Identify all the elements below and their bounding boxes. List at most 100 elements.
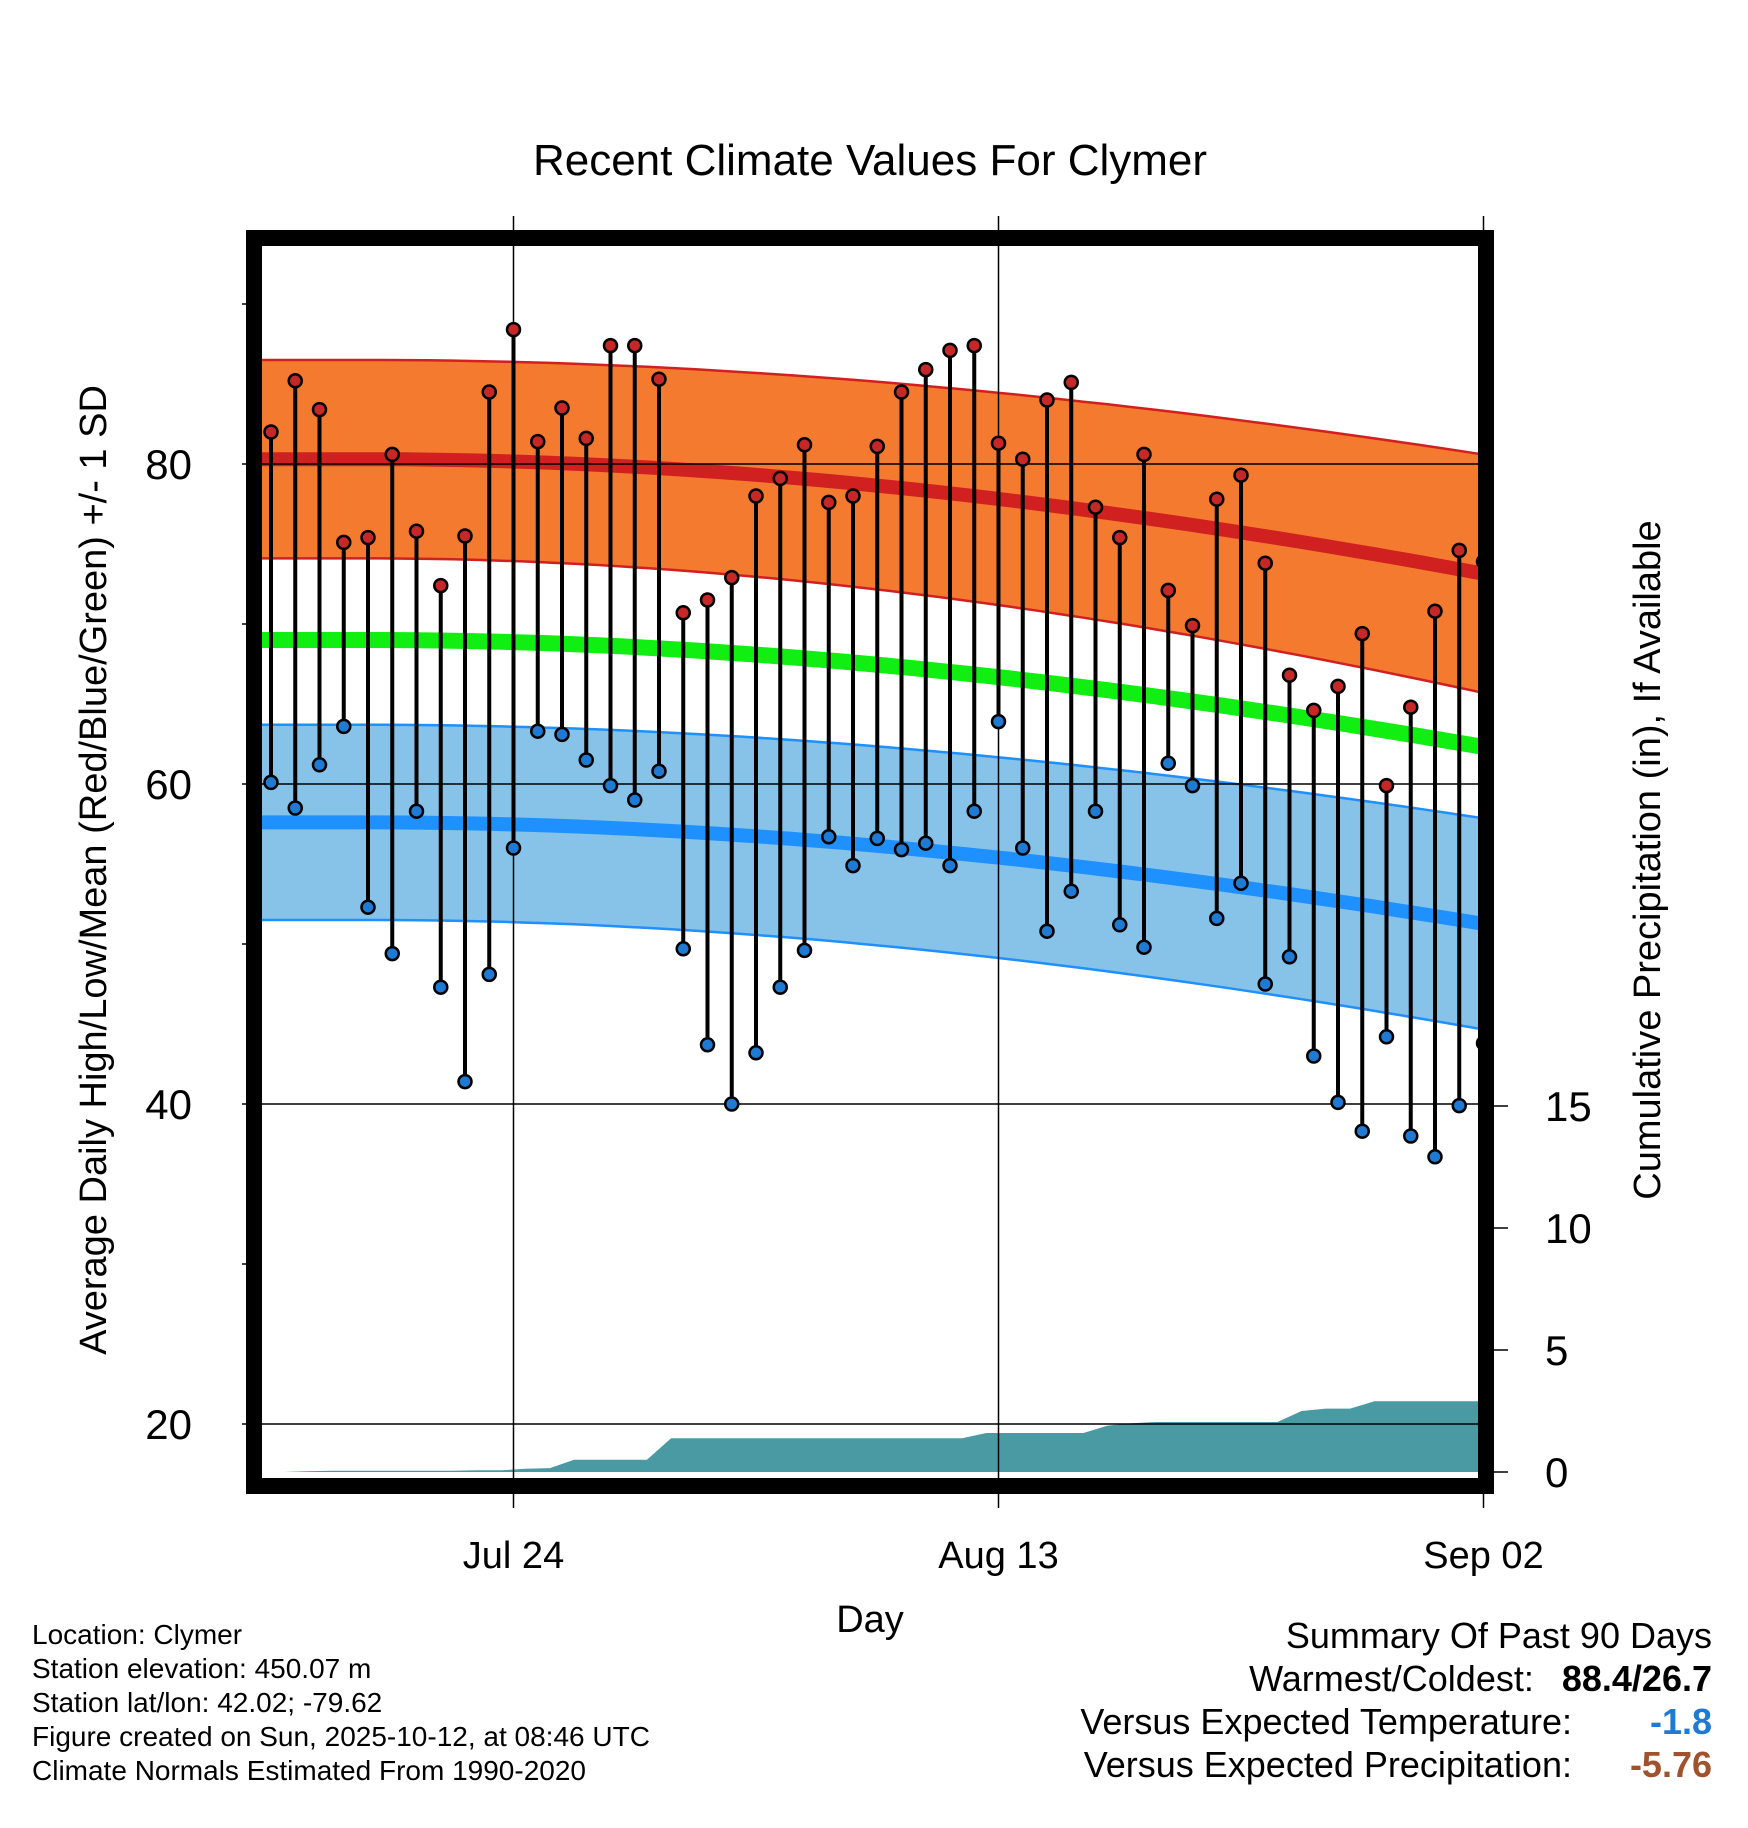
- daily-high-dot: [1281, 667, 1298, 683]
- daily-high-dot: [1574, 699, 1587, 712]
- daily-low-dot: [1136, 939, 1152, 955]
- daily-low-dot: [263, 774, 279, 791]
- daily-low-dot: [675, 941, 691, 957]
- daily-low-dot: [1526, 1022, 1539, 1035]
- elevation-text: Station elevation: 450.07 m: [32, 1653, 372, 1684]
- daily-high-dot: [845, 488, 861, 504]
- daily-low-dot: [1671, 1138, 1684, 1151]
- daily-high-dot: [1136, 446, 1152, 463]
- daily-high-dot: [457, 528, 473, 544]
- location-text: Location: Clymer: [32, 1619, 243, 1650]
- daily-high-dot: [1063, 374, 1079, 391]
- daily-high-dot: [893, 384, 910, 400]
- daily-high-dot: [1112, 529, 1128, 546]
- daily-low-dot: [845, 857, 861, 874]
- daily-high-dot: [505, 321, 522, 338]
- created-text: Figure created on Sun, 2025-10-12, at 08…: [32, 1721, 650, 1752]
- warmest-value: 88.4/26.7: [1561, 1658, 1712, 1699]
- daily-low-dot: [893, 841, 910, 858]
- daily-high-dot: [1087, 499, 1104, 515]
- daily-low-dot: [869, 830, 885, 847]
- daily-high-dot: [1720, 520, 1733, 533]
- daily-low-dot: [1598, 1136, 1611, 1149]
- daily-high-dot: [578, 430, 594, 447]
- daily-low-dot: [1039, 923, 1055, 939]
- daily-high-dot: [433, 577, 449, 594]
- x-tick-label: Sep 02: [1423, 1535, 1543, 1577]
- y-tick-label: 40: [145, 1081, 192, 1128]
- daily-high-dot: [1550, 563, 1563, 576]
- daily-high-dot: [699, 592, 716, 608]
- daily-low-dot: [287, 800, 303, 816]
- daily-low-dot: [942, 857, 958, 874]
- daily-low-dot: [1257, 976, 1273, 992]
- daily-high-dot: [942, 342, 958, 359]
- daily-high-dot: [336, 534, 352, 551]
- summary-panel: Summary Of Past 90 Days Warmest/Coldest:…: [1080, 1614, 1712, 1786]
- temp-label: Versus Expected Temperature:: [1080, 1701, 1572, 1742]
- daily-low-dot: [457, 1073, 473, 1090]
- daily-high-dot: [1695, 526, 1708, 539]
- daily-low-dot: [1160, 755, 1176, 771]
- latlon-text: Station lat/lon: 42.02; -79.62: [32, 1687, 383, 1718]
- daily-low-dot: [1233, 875, 1249, 891]
- daily-high-dot: [602, 337, 619, 354]
- daily-low-dot: [1574, 1051, 1587, 1064]
- daily-high-dot: [1233, 467, 1249, 483]
- daily-low-dot: [796, 942, 813, 959]
- x-tick-label: Jul 24: [463, 1535, 564, 1577]
- daily-high-dot: [1039, 392, 1055, 408]
- daily-high-dot: [530, 433, 546, 450]
- daily-high-dot: [1257, 555, 1273, 571]
- y-tick-label: 60: [145, 761, 192, 808]
- daily-high-dot: [1744, 574, 1748, 587]
- y-tick-label: 20: [145, 1401, 192, 1448]
- normal-high-band-upper-edge: [262, 358, 1478, 455]
- daily-high-dot: [724, 569, 740, 586]
- daily-low-dot: [360, 899, 376, 915]
- daily-high-dot: [1306, 702, 1322, 719]
- daily-high-dot: [1378, 777, 1395, 794]
- daily-low-dot: [554, 726, 570, 743]
- daily-low-dot: [1501, 1069, 1514, 1082]
- daily-low-dot: [651, 763, 667, 779]
- daily-high-dot: [627, 337, 643, 354]
- y2-tick-label: 0: [1545, 1449, 1568, 1496]
- daily-low-dot: [311, 757, 328, 773]
- daily-high-dot: [287, 373, 303, 389]
- daily-low-dot: [748, 1045, 764, 1061]
- daily-low-dot: [408, 803, 425, 819]
- daily-low-dot: [1744, 1054, 1748, 1067]
- y2-tick-label: 10: [1545, 1205, 1592, 1252]
- daily-low-dot: [1112, 917, 1128, 933]
- daily-low-dot: [1209, 910, 1225, 927]
- chart-title: Recent Climate Values For Clymer: [533, 136, 1207, 185]
- daily-low-dot: [433, 979, 449, 995]
- daily-high-dot: [1160, 582, 1176, 599]
- daily-low-dot: [1695, 1130, 1708, 1143]
- daily-high-dot: [1209, 491, 1225, 507]
- daily-high-dot: [311, 401, 328, 418]
- normal-low-band: [262, 724, 1478, 1029]
- daily-high-dot: [821, 494, 837, 511]
- daily-low-dot: [384, 945, 400, 962]
- daily-high-dot: [1526, 712, 1539, 725]
- daily-high-dot: [918, 361, 934, 378]
- daily-high-dot: [1184, 617, 1201, 634]
- warmest-label: Warmest/Coldest:: [1249, 1658, 1534, 1699]
- daily-high-dot: [748, 488, 764, 504]
- daily-low-dot: [602, 777, 619, 794]
- daily-high-dot: [869, 438, 885, 455]
- daily-high-dot: [772, 470, 788, 487]
- daily-high-dot: [1427, 603, 1443, 619]
- daily-low-dot: [336, 718, 352, 735]
- daily-high-dot: [1501, 485, 1514, 498]
- daily-high-dot: [408, 523, 425, 539]
- precip-value: -5.76: [1629, 1744, 1712, 1785]
- daily-high-dot: [796, 437, 813, 453]
- plot-frame: [246, 230, 1494, 1494]
- daily-low-dot: [990, 713, 1007, 730]
- daily-high-dot: [1598, 758, 1611, 771]
- daily-low-dot: [1403, 1128, 1419, 1144]
- daily-high-dot: [1475, 556, 1478, 568]
